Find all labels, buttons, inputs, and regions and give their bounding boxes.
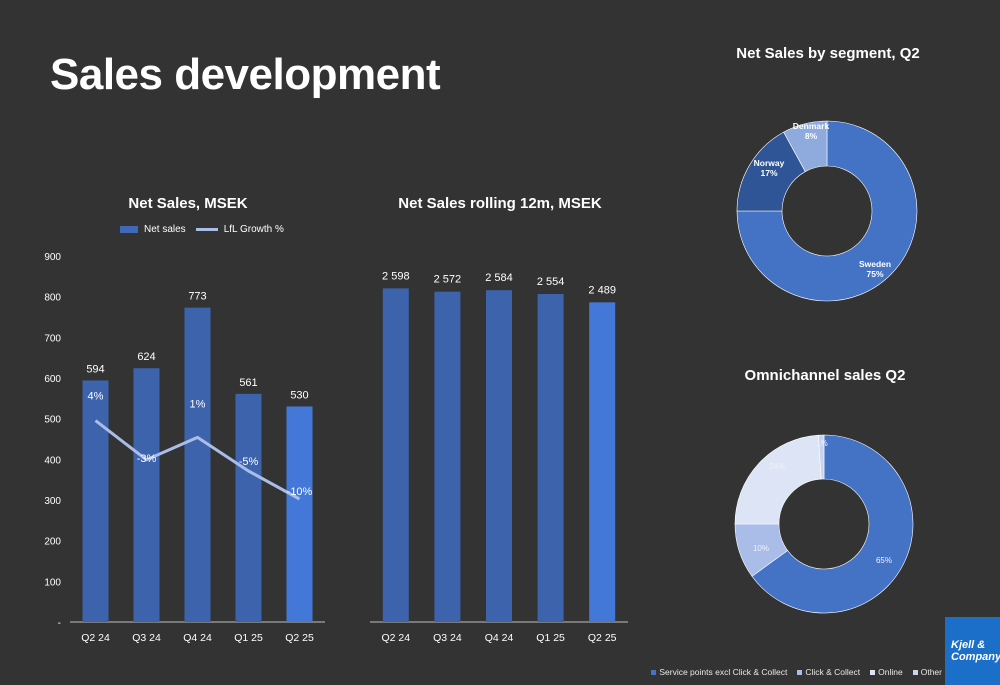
legend-item-net-sales: Net sales: [144, 224, 186, 235]
y-tick-label: 500: [44, 415, 61, 426]
legend-bar-swatch: [120, 226, 138, 233]
bar-value-label: 530: [290, 389, 308, 401]
bar: [382, 288, 409, 622]
donut1-title: Net Sales by segment, Q2: [736, 45, 920, 62]
bar: [434, 291, 461, 622]
x-tick-label: Q2 24: [81, 632, 110, 644]
bar: [486, 290, 512, 622]
x-tick-label: Q2 25: [588, 632, 617, 644]
lfl-value-label: -3%: [137, 453, 157, 465]
donut-slice: [736, 120, 918, 302]
lfl-value-label: 1%: [190, 398, 206, 410]
legend-item-lfl-growth: LfL Growth %: [223, 224, 284, 235]
bar-value-label: 2 489: [588, 284, 616, 296]
bar-value-label: 773: [188, 291, 206, 303]
bar-value-label: 561: [239, 377, 257, 389]
slice-value-label: 17%: [760, 168, 777, 178]
donut-slice: [751, 434, 914, 614]
donut-slice: [734, 434, 822, 525]
y-tick-label: 600: [44, 374, 61, 385]
bar-value-label: 624: [137, 351, 155, 363]
bar-value-label: 2 554: [537, 276, 565, 288]
slice-value-label: 8%: [805, 131, 818, 141]
x-tick-label: Q2 25: [285, 632, 314, 644]
bar: [133, 368, 160, 622]
bar: [235, 393, 262, 622]
y-tick-label: 200: [44, 537, 61, 548]
bar-value-label: 594: [86, 363, 104, 375]
bar-value-label: 2 598: [382, 270, 410, 282]
legend-item-service-points: Service points excl Click & Collect: [651, 667, 787, 677]
page-title: Sales development: [50, 50, 441, 99]
y-tick-label: 800: [44, 293, 61, 304]
y-tick-label: 700: [44, 333, 61, 344]
y-tick-label: 100: [44, 577, 61, 588]
lfl-value-label: -5%: [239, 456, 259, 468]
lfl-value-label: 4%: [88, 391, 104, 403]
bar: [286, 406, 313, 622]
bar: [184, 307, 211, 622]
bar: [537, 294, 564, 622]
slice-value-label: 75%: [866, 269, 883, 279]
y-tick-label: 400: [44, 455, 61, 466]
legend-item-other: Other: [912, 667, 942, 677]
donut-slice: [783, 120, 828, 172]
slice-name-label: Denmark: [793, 121, 830, 131]
chart1-legend: Net sales LfL Growth %: [120, 224, 284, 235]
logo-line-2: Company: [951, 651, 1000, 663]
slice-name-label: Norway: [754, 158, 785, 168]
x-tick-label: Q4 24: [485, 632, 514, 644]
slice-name-label: Sweden: [859, 259, 891, 269]
company-logo: Kjell & Company: [945, 617, 1000, 685]
x-tick-label: Q2 24: [381, 632, 410, 644]
x-tick-label: Q1 25: [536, 632, 565, 644]
logo-line-1: Kjell &: [951, 639, 986, 651]
y-tick-label: 300: [44, 496, 61, 507]
chart2-title: Net Sales rolling 12m, MSEK: [398, 195, 602, 212]
bar: [589, 302, 616, 622]
legend-item-click-collect: Click & Collect: [797, 667, 860, 677]
bar-value-label: 2 584: [485, 272, 513, 284]
x-tick-label: Q3 24: [132, 632, 161, 644]
bar-value-label: 2 572: [434, 274, 462, 286]
y-tick-label: 900: [44, 252, 61, 263]
legend-line-swatch: [195, 228, 218, 231]
chart1-title: Net Sales, MSEK: [128, 195, 248, 212]
net-sales-chart: - 100 200 300 400 500 600 700 800 900 594 Q2 24 624 Q…: [44, 252, 325, 644]
donut-slice: [818, 434, 825, 480]
omnichannel-legend: Service points excl Click & Collect Clic…: [651, 667, 942, 677]
slice-value-label: 65%: [876, 556, 892, 565]
x-tick-label: Q3 24: [433, 632, 462, 644]
x-tick-label: Q4 24: [183, 632, 212, 644]
slice-value-label: 1%: [816, 439, 828, 448]
slice-value-label: 10%: [753, 544, 769, 553]
lfl-value-label: -10%: [287, 486, 313, 498]
legend-item-online: Online: [870, 667, 903, 677]
x-tick-label: Q1 25: [234, 632, 263, 644]
rolling-sales-chart: 2 598 Q2 24 2 572 Q3 24 2 584 Q4 24 2 554 Q1 25…: [370, 270, 628, 644]
donut2-title: Omnichannel sales Q2: [744, 367, 906, 384]
slice-value-label: 24%: [769, 462, 785, 471]
y-tick-label: -: [58, 618, 61, 629]
lfl-growth-line: [94, 419, 301, 501]
